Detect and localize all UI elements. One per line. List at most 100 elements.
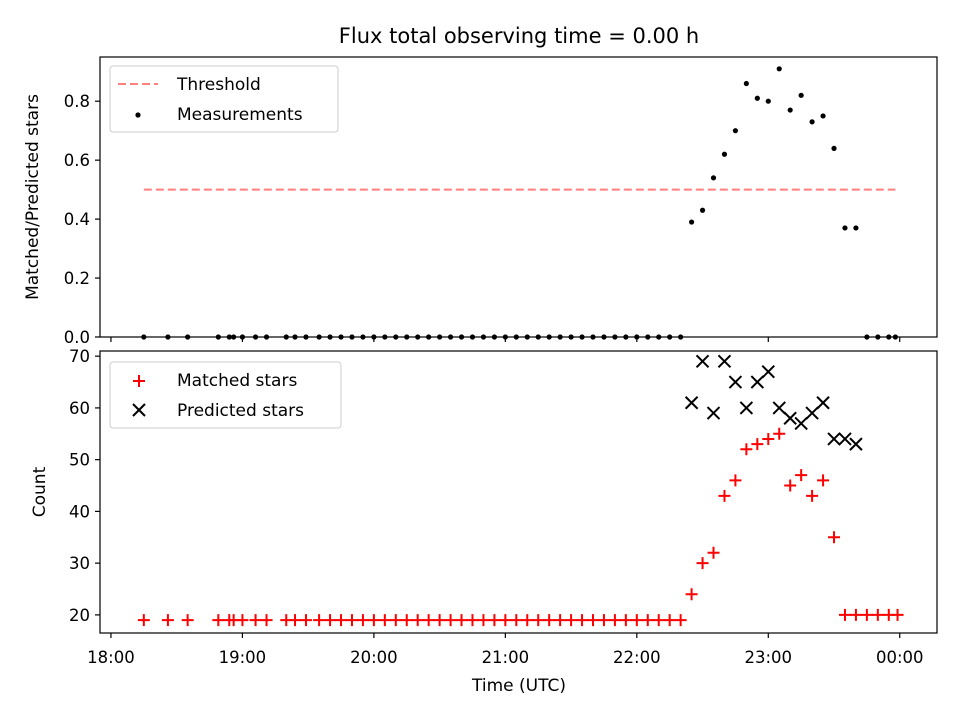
matched-star-point — [313, 614, 326, 627]
predicted-star-point — [695, 354, 710, 369]
bottom-x-tick-label: 19:00 — [219, 648, 267, 667]
bottom-panel: 20 30 40 50 60 70 18:00 19:00 20:00 21:00 22:00 23… — [30, 347, 938, 696]
matched-star-point — [137, 614, 150, 627]
predicted-star-point — [684, 396, 699, 410]
measurement-point — [688, 219, 695, 225]
predicted-star-point — [717, 354, 732, 369]
bottom-x-tick-label: 21:00 — [482, 648, 530, 667]
top-legend: Threshold Measurements — [109, 65, 339, 133]
predicted-star-point — [706, 406, 721, 420]
matched-star-point — [608, 614, 621, 627]
legend-measurements-swatch — [135, 112, 141, 118]
measurement-point — [721, 151, 728, 157]
matched-star-point — [367, 614, 380, 627]
matched-star-point — [389, 614, 402, 627]
measurement-point — [732, 128, 739, 134]
predicted-star-point — [805, 406, 819, 420]
matched-star-point — [838, 608, 851, 621]
legend-predicted-label: Predicted stars — [177, 401, 304, 421]
matched-star-point — [740, 443, 753, 456]
matched-star-point — [674, 614, 687, 627]
bottom-y-tick-label: 70 — [69, 347, 90, 366]
matched-star-point — [543, 614, 556, 627]
matched-star-point — [784, 479, 797, 492]
predicted-star-point — [772, 401, 786, 415]
top-y-ticks: 0.0 0.2 0.4 0.6 0.8 — [64, 92, 100, 347]
matched-star-point — [488, 614, 501, 627]
top-panel: 0.00.20.40.60.8 Matched/Predicted stars … — [23, 56, 938, 347]
matched-star-point — [422, 614, 435, 627]
chart-title: Flux total observing time = 0.00 h — [339, 24, 699, 48]
matched-star-point — [356, 614, 369, 627]
bottom-x-tick-label: 22:00 — [613, 648, 661, 667]
matched-star-point — [236, 614, 249, 627]
bottom-x-ticks: 18:00 19:00 20:00 21:00 22:00 23:00 00:00 — [87, 633, 924, 667]
matched-star-point — [718, 489, 731, 502]
matched-star-point — [597, 614, 610, 627]
predicted-star-point — [838, 432, 852, 446]
top-y-tick-label: 0.4 — [64, 210, 90, 229]
matched-star-point — [433, 614, 446, 627]
matched-star-point — [565, 614, 578, 627]
bottom-y-tick-label: 30 — [69, 554, 90, 573]
matched-star-point — [299, 614, 312, 627]
matched-star-point — [532, 614, 545, 627]
matched-star-point — [345, 614, 358, 627]
legend-matched-swatch — [133, 375, 145, 387]
matched-star-point — [499, 614, 512, 627]
top-y-tick-label: 0.8 — [64, 92, 90, 111]
bottom-y-tick-label: 20 — [69, 606, 90, 625]
bottom-y-tick-label: 60 — [69, 399, 90, 418]
legend-threshold-label: Threshold — [176, 75, 261, 95]
matched-star-point — [891, 608, 904, 621]
matched-star-point — [641, 614, 654, 627]
predicted-star-point — [827, 432, 841, 446]
matched-star-point — [828, 531, 841, 544]
matched-star-point — [444, 614, 457, 627]
matched-star-point — [729, 474, 742, 487]
top-y-tick-label: 0.0 — [64, 328, 90, 347]
matched-star-point — [849, 608, 862, 621]
matched-star-point — [685, 588, 698, 601]
matched-star-point — [806, 489, 819, 502]
bottom-axes-frame — [99, 350, 938, 634]
matched-star-point — [652, 614, 665, 627]
matched-star-point — [663, 614, 676, 627]
bottom-y-ticks: 20 30 40 50 60 70 — [69, 347, 100, 625]
measurement-point — [820, 113, 826, 119]
measurement-point — [798, 92, 804, 98]
top-axes-frame — [99, 56, 938, 338]
matched-star-point — [554, 614, 567, 627]
predicted-star-point — [739, 401, 754, 415]
matched-star-point — [477, 614, 490, 627]
bottom-plot-area — [137, 354, 904, 627]
matched-star-point — [860, 608, 873, 621]
predicted-star-point — [794, 416, 808, 431]
matched-star-point — [795, 469, 808, 482]
matched-star-point — [751, 438, 764, 451]
measurement-point — [853, 225, 859, 231]
bottom-y-axis-label: Count — [30, 466, 50, 517]
bottom-x-tick-label: 00:00 — [876, 648, 924, 667]
bottom-y-tick-label: 50 — [69, 451, 90, 470]
measurement-point — [710, 175, 717, 181]
measurement-point — [754, 95, 760, 101]
top-y-tick-label: 0.2 — [64, 269, 90, 288]
matched-star-point — [161, 614, 174, 627]
matched-star-point — [510, 614, 523, 627]
matched-star-point — [455, 614, 468, 627]
bottom-x-tick-label: 20:00 — [350, 648, 398, 667]
bottom-x-tick-label: 23:00 — [745, 648, 793, 667]
matched-star-point — [696, 557, 709, 570]
legend-measurements-label: Measurements — [177, 105, 303, 125]
matched-star-point — [762, 432, 775, 445]
measurement-point — [842, 225, 848, 231]
measurement-point — [765, 98, 771, 104]
legend-matched-label: Matched stars — [177, 371, 297, 391]
predicted-star-point — [783, 411, 797, 425]
bottom-legend-box — [109, 361, 342, 429]
measurement-point — [809, 119, 815, 125]
top-legend-box — [109, 65, 339, 133]
matched-star-point — [630, 614, 643, 627]
